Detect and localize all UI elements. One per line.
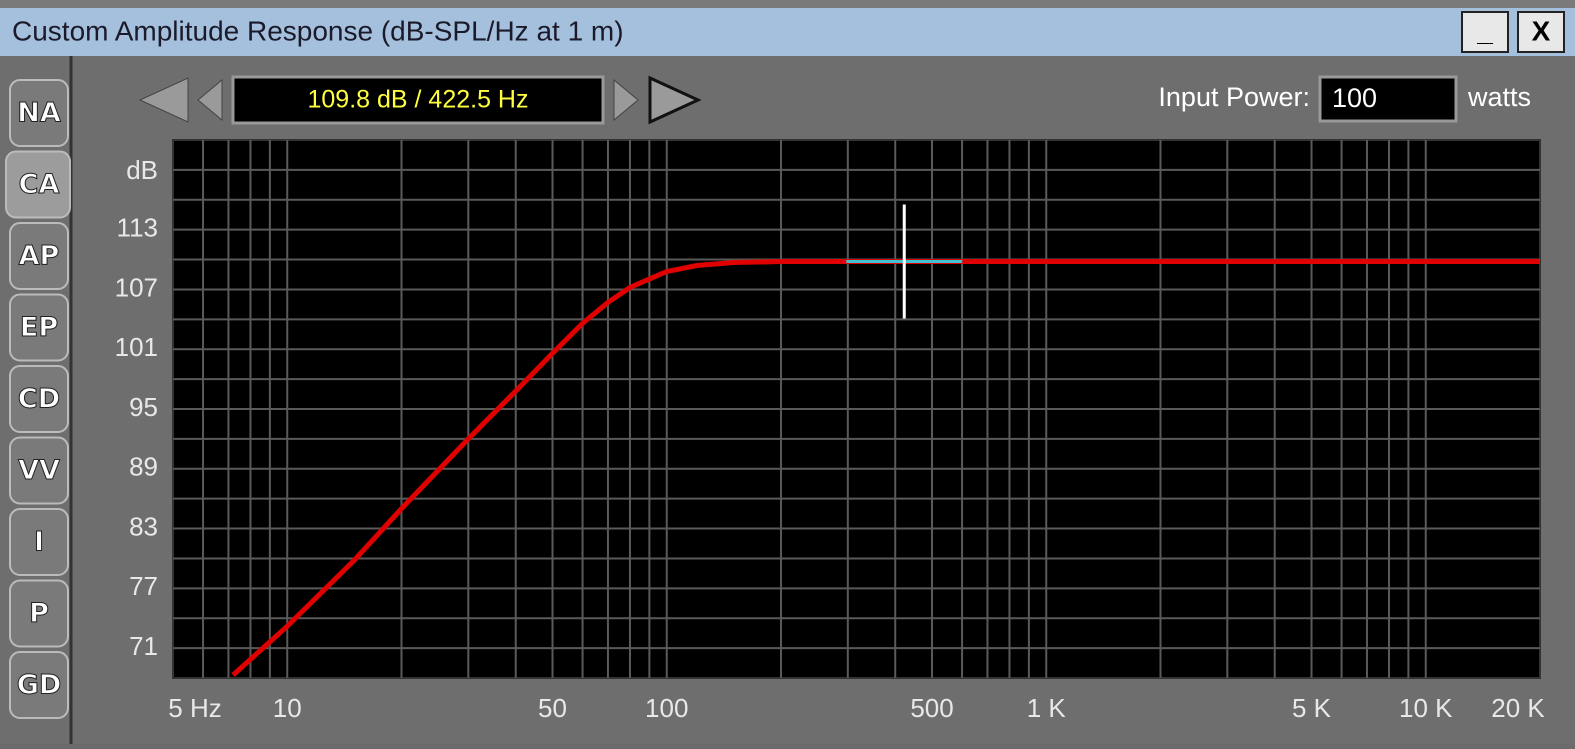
- tab[interactable]: [9, 293, 69, 362]
- y-tick-label: 89: [129, 452, 158, 482]
- tab-label[interactable]: EP: [19, 312, 58, 344]
- tab-label[interactable]: NA: [17, 97, 62, 129]
- tab[interactable]: [9, 365, 69, 433]
- nav-first[interactable]: [138, 77, 189, 123]
- input-power-unit: watts: [1467, 82, 1531, 112]
- x-tick-label: 50: [538, 693, 567, 723]
- window-button-label[interactable]: X: [1532, 15, 1551, 46]
- y-tick-label: 95: [129, 392, 158, 422]
- window-button-label[interactable]: _: [1476, 15, 1493, 46]
- window-button[interactable]: [1461, 11, 1509, 53]
- tab[interactable]: [9, 651, 69, 719]
- tab-label[interactable]: VV: [18, 455, 61, 487]
- tab-label[interactable]: CA: [18, 169, 60, 201]
- window-button[interactable]: [1517, 11, 1565, 53]
- tab-label[interactable]: AP: [18, 240, 60, 272]
- tab[interactable]: [9, 222, 69, 290]
- y-tick-label: 107: [115, 272, 158, 302]
- frame: [0, 0, 1575, 8]
- input-power-value[interactable]: 100: [1332, 83, 1377, 113]
- input-power-label: Input Power:: [1158, 82, 1310, 112]
- y-tick-label: 113: [117, 213, 158, 243]
- readout-box: [231, 75, 605, 125]
- x-tick-label: 500: [910, 693, 953, 723]
- input-power-field[interactable]: [1318, 75, 1458, 123]
- x-tick-label: 10: [273, 693, 302, 723]
- x-tick-label: 5 Hz: [168, 693, 221, 723]
- x-tick-label: 100: [645, 693, 688, 723]
- x-tick-label: 20 K: [1491, 693, 1545, 723]
- x-tick-label: 5 K: [1292, 693, 1332, 723]
- tab[interactable]: [9, 79, 69, 147]
- y-tick-label: 83: [129, 511, 158, 541]
- tab[interactable]: [9, 579, 69, 648]
- y-axis-label: dB: [126, 155, 158, 185]
- tab-label[interactable]: GD: [16, 669, 62, 701]
- tab[interactable]: [9, 508, 69, 576]
- readout: 109.8 dB / 422.5 Hz: [308, 86, 529, 114]
- tab-label[interactable]: I: [33, 526, 44, 558]
- x-tick-label: 1 K: [1027, 693, 1067, 723]
- x-tick-label: 10 K: [1399, 693, 1453, 723]
- nav-prev[interactable]: [197, 78, 223, 122]
- y-tick-label: 77: [129, 571, 158, 601]
- nav-next[interactable]: [613, 78, 639, 122]
- window-title: Custom Amplitude Response (dB-SPL/Hz at …: [12, 15, 624, 46]
- tab-label[interactable]: CD: [17, 383, 60, 415]
- tab[interactable]: [9, 436, 69, 505]
- tab-label[interactable]: P: [29, 598, 50, 630]
- nav-last[interactable]: [648, 75, 702, 125]
- tab[interactable]: [5, 150, 71, 219]
- y-tick-label: 71: [129, 631, 158, 661]
- y-tick-label: 101: [115, 332, 158, 362]
- title-bar: [0, 8, 1575, 56]
